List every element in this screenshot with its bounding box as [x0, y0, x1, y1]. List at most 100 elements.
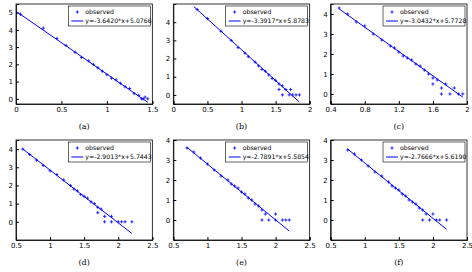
tick: 1.5	[394, 237, 405, 250]
tick-mark	[433, 101, 434, 104]
tick-mark	[331, 200, 334, 201]
tick-mark	[16, 222, 19, 223]
tick-label: 1	[9, 78, 13, 86]
tick: 3	[323, 31, 333, 39]
tick-mark	[365, 101, 366, 104]
caption: (f)	[394, 258, 403, 267]
point	[438, 218, 441, 221]
legend-swatch	[71, 157, 83, 158]
tick: 1	[48, 237, 52, 250]
tick: 0	[9, 219, 19, 227]
tick-mark	[399, 237, 400, 240]
tick-mark	[276, 101, 277, 104]
tick-label: 2	[274, 242, 278, 250]
tick-label: 3	[323, 31, 327, 39]
tick-mark	[50, 237, 51, 240]
axis-line	[17, 101, 153, 105]
tick-mark	[433, 237, 434, 240]
axis-line	[331, 141, 334, 241]
legend-swatch	[386, 21, 398, 22]
tick-label: 3	[166, 37, 170, 45]
tick: 2	[323, 51, 333, 59]
legend-swatch	[386, 157, 398, 158]
tick-label: 0.4	[326, 106, 338, 114]
tick-mark	[16, 204, 19, 205]
tick: 4	[166, 137, 176, 145]
tick-mark	[173, 140, 176, 141]
tick-label: 0	[172, 106, 176, 114]
tick-label: 2	[431, 242, 435, 250]
tick-mark	[107, 101, 108, 104]
panel: 0.40.81.21.6201234observedy=-3.0432*x+5.…	[323, 4, 470, 131]
x-axis: 0.40.81.21.62	[326, 101, 470, 114]
tick-label: 0	[166, 217, 170, 225]
legend-label: y=-2.9013*x+5.7443	[85, 153, 151, 161]
point	[260, 218, 263, 221]
tick: 5	[9, 9, 19, 17]
tick-mark	[276, 237, 277, 240]
axis-line	[331, 237, 467, 241]
legend-swatch	[76, 146, 79, 149]
tick: 4	[323, 137, 333, 145]
tick-label: 1	[9, 200, 13, 208]
point	[274, 212, 277, 215]
tick-mark	[173, 220, 176, 221]
tick: 1	[166, 197, 176, 205]
tick-mark	[16, 82, 19, 83]
tick-label: 2	[166, 177, 170, 185]
tick-label: 2.5	[305, 242, 316, 250]
y-axis: 01234	[166, 5, 176, 105]
legend: observedy=-3.0432*x+5.7728	[383, 6, 466, 26]
tick: 1	[240, 101, 244, 114]
tick: 2	[9, 61, 19, 69]
legend-label: observed	[400, 8, 429, 15]
tick-mark	[310, 237, 311, 240]
point	[440, 92, 443, 95]
caption: (d)	[78, 258, 89, 267]
tick-label: 0	[323, 91, 327, 99]
tick-mark	[467, 237, 468, 240]
tick-label: 1	[323, 197, 327, 205]
tick: 2.5	[147, 237, 158, 250]
tick-mark	[16, 64, 19, 65]
point	[281, 93, 284, 96]
panel: 0.511.522.501234observedy=-2.9013*x+5.74…	[9, 140, 159, 267]
point	[431, 212, 434, 215]
tick-label: 0	[166, 92, 170, 100]
axis-line	[174, 5, 177, 105]
tick-mark	[16, 47, 19, 48]
axis-line	[17, 5, 20, 105]
tick-label: 2	[323, 177, 327, 185]
tick: 1	[323, 71, 333, 79]
tick-mark	[310, 101, 311, 104]
tick-mark	[331, 74, 334, 75]
y-axis: 01234	[166, 137, 176, 241]
tick: 3	[323, 157, 333, 165]
tick-mark	[242, 237, 243, 240]
legend: observed y=-2.9013*x+5.7443	[68, 142, 151, 162]
plot-frame	[331, 140, 467, 240]
point	[146, 97, 149, 100]
tick: 1.6	[428, 101, 440, 114]
x-axis: 00.511.5	[14, 101, 158, 114]
plot-frame	[331, 4, 467, 104]
legend-label: observed	[85, 144, 114, 151]
point	[96, 211, 99, 214]
panel: 0.511.522.501234observedy=-2.7891*x+5.58…	[166, 137, 316, 267]
tick: 0.5	[56, 101, 67, 114]
legend: observedy=-3.3917*x+5.8783	[226, 6, 309, 26]
point	[130, 220, 133, 223]
point	[103, 215, 106, 218]
tick: 4	[166, 19, 176, 27]
legend-swatch	[233, 146, 236, 149]
tick: 1.5	[271, 101, 282, 114]
tick-label: 3	[9, 164, 13, 172]
tick-label: 2	[308, 106, 312, 114]
tick-mark	[16, 149, 19, 150]
tick-mark	[118, 237, 119, 240]
plot-frame	[173, 4, 309, 104]
tick-label: 0	[14, 106, 18, 114]
tick-label: 0.8	[360, 106, 371, 114]
tick: 0.5	[202, 101, 213, 114]
tick-label: 4	[9, 27, 14, 35]
